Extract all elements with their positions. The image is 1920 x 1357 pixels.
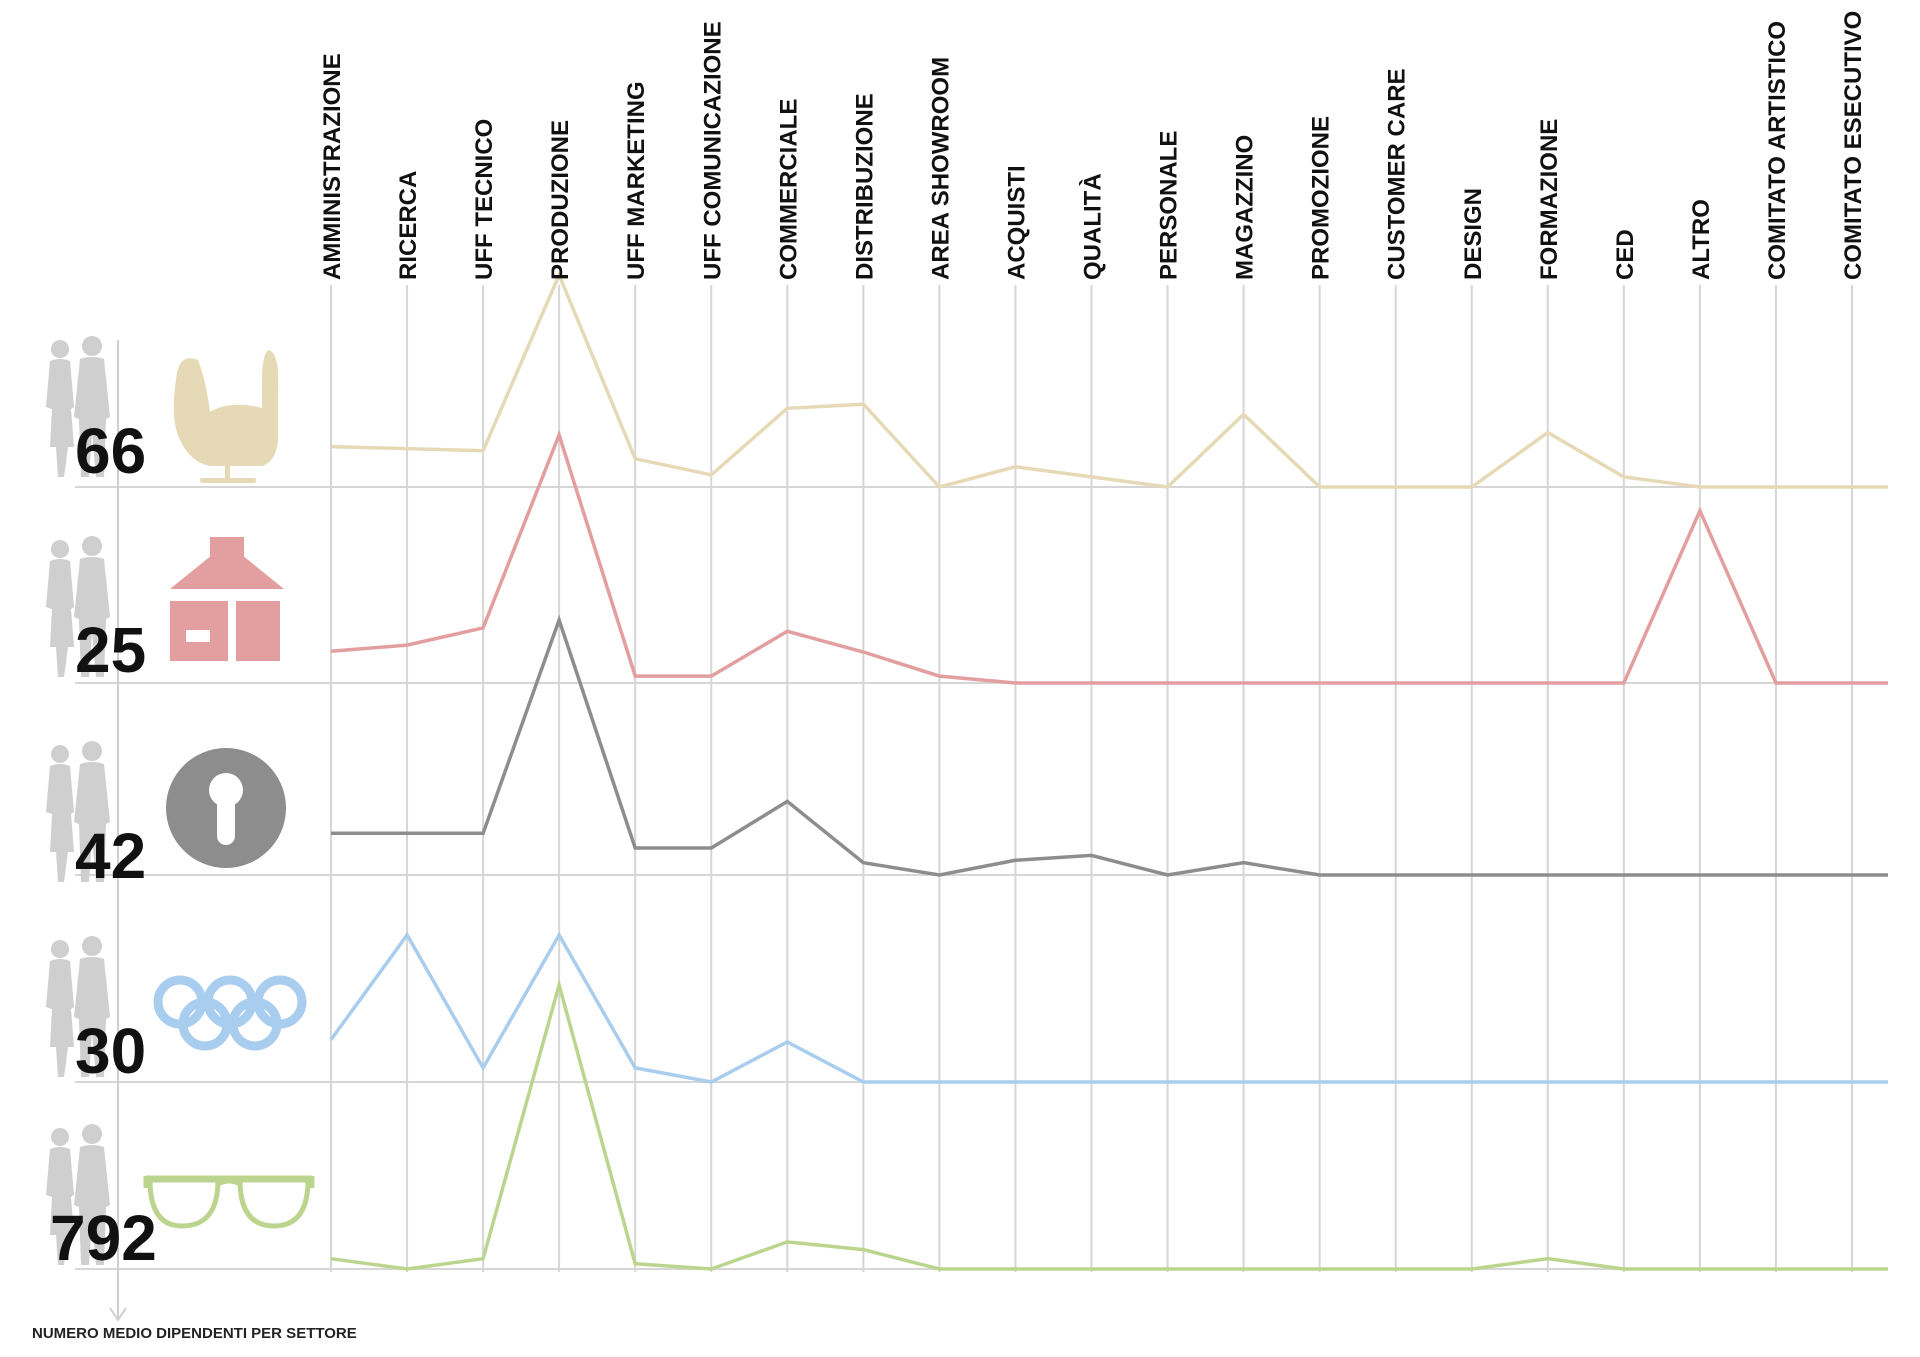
category-label-20: COMITATO ESECUTIVO: [1840, 11, 1867, 280]
category-label-15: DESIGN: [1460, 188, 1487, 280]
glasses-icon: [143, 1175, 315, 1229]
total-label-keyhole: 42: [75, 820, 146, 892]
category-label-5: UFF COMUNICAZIONE: [699, 21, 726, 280]
panel-baselines: [75, 486, 1888, 1270]
category-label-10: QUALITÀ: [1079, 173, 1107, 280]
armchair-icon: [173, 350, 279, 483]
total-label-glasses: 792: [50, 1202, 157, 1274]
category-labels: AMMINISTRAZIONE RICERCA UFF TECNICO PRODUZI…: [319, 11, 1867, 280]
category-label-12: MAGAZZINO: [1232, 135, 1259, 280]
category-label-16: FORMAZIONE: [1536, 119, 1563, 280]
keyhole-icon: [166, 748, 286, 868]
total-label-rings: 30: [75, 1015, 146, 1087]
house-icon: [170, 537, 284, 661]
category-label-19: COMITATO ARTISTICO: [1764, 21, 1791, 280]
series-line-house: [330, 429, 1888, 685]
category-label-11: PERSONALE: [1156, 131, 1183, 280]
category-label-17: CED: [1612, 229, 1639, 280]
total-label-house: 25: [75, 614, 146, 686]
vertical-gridlines: [330, 285, 1853, 1272]
category-label-1: RICERCA: [395, 171, 422, 280]
series-lines: [329, 270, 1888, 1271]
category-label-14: CUSTOMER CARE: [1384, 68, 1411, 280]
category-label-9: ACQUISTI: [1003, 165, 1030, 280]
category-label-3: PRODUZIONE: [547, 120, 574, 280]
category-label-18: ALTRO: [1688, 199, 1715, 280]
category-label-4: UFF MARKETING: [623, 81, 650, 280]
series-line-glasses: [330, 978, 1888, 1271]
series-line-armchair: [330, 270, 1888, 489]
down-arrow-icon: [109, 1307, 127, 1322]
category-label-13: PROMOZIONE: [1308, 116, 1335, 280]
olympic-rings-icon: [153, 975, 307, 1051]
category-label-7: DISTRIBUZIONE: [851, 93, 878, 280]
series-line-olympic-rings: [329, 931, 1888, 1084]
axis-caption: NUMERO MEDIO DIPENDENTI PER SETTORE: [32, 1325, 357, 1342]
series-line-keyhole: [331, 614, 1888, 877]
category-label-0: AMMINISTRAZIONE: [319, 53, 346, 280]
category-label-6: COMMERCIALE: [775, 99, 802, 280]
category-label-8: AREA SHOWROOM: [927, 57, 954, 280]
total-label-armchair: 66: [75, 415, 146, 487]
category-label-2: UFF TECNICO: [471, 119, 498, 280]
